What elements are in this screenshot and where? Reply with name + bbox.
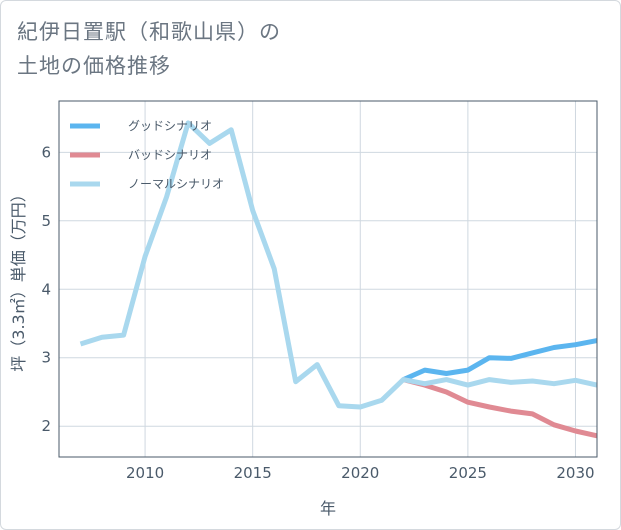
series-line-3 bbox=[79, 120, 598, 410]
chart-title: 紀伊日置駅（和歌山県）の 土地の価格推移 bbox=[17, 15, 281, 83]
plot-frame bbox=[58, 100, 598, 458]
y-tick-label: 4 bbox=[41, 280, 51, 298]
x-tick-label: 2030 bbox=[556, 464, 594, 482]
chart-title-line1: 紀伊日置駅（和歌山県）の bbox=[17, 20, 281, 44]
x-tick-labels: 2010 2015 2020 2025 2030 bbox=[126, 464, 595, 482]
y-tick-labels: 2 3 4 5 6 bbox=[41, 143, 51, 435]
chart-title-line2: 土地の価格推移 bbox=[17, 54, 171, 78]
y-tick-label: 3 bbox=[41, 349, 51, 367]
x-tick-label: 2010 bbox=[126, 464, 164, 482]
series-layer bbox=[79, 120, 598, 439]
legend-label: グッドシナリオ bbox=[128, 119, 212, 133]
x-axis-label: 年 bbox=[320, 499, 336, 518]
legend-label: ノーマルシナリオ bbox=[128, 177, 224, 191]
y-axis-label: 坪（3.3㎡）単価（万円） bbox=[9, 186, 28, 371]
series-line-1 bbox=[402, 338, 598, 382]
x-tick-label: 2020 bbox=[341, 464, 379, 482]
series-line-2 bbox=[402, 377, 598, 439]
x-tick-label: 2015 bbox=[234, 464, 272, 482]
legend-label: バッドシナリオ bbox=[128, 148, 212, 162]
grid bbox=[59, 101, 597, 457]
y-tick-label: 6 bbox=[41, 143, 51, 161]
x-tick-label: 2025 bbox=[449, 464, 487, 482]
y-tick-label: 2 bbox=[41, 417, 51, 435]
y-tick-label: 5 bbox=[41, 212, 51, 230]
